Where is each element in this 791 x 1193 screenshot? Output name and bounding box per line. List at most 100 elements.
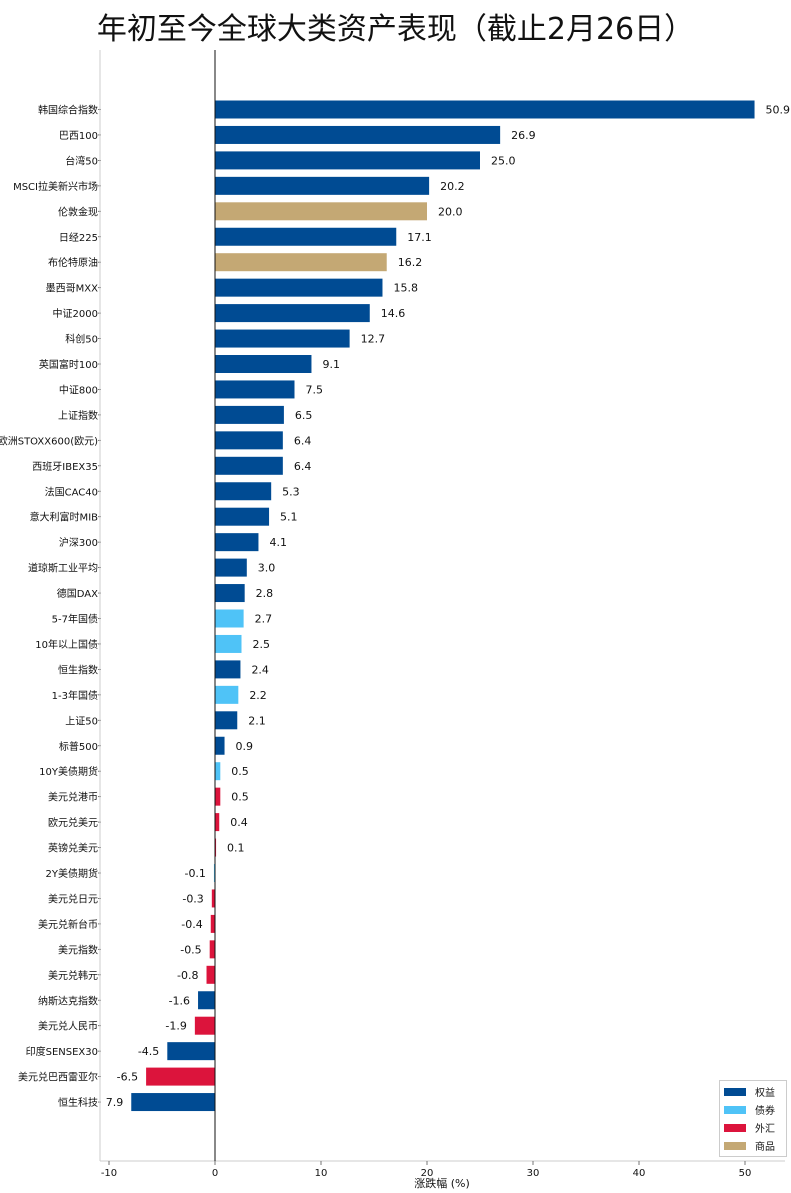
value-label: -1.6 xyxy=(169,994,190,1007)
value-label: 0.5 xyxy=(231,765,249,778)
bar xyxy=(215,329,350,348)
bar xyxy=(131,1093,215,1112)
legend-swatch xyxy=(724,1105,746,1114)
bar xyxy=(215,584,245,603)
value-label: 14.6 xyxy=(381,307,406,320)
value-label: -0.1 xyxy=(184,867,205,880)
bar xyxy=(215,660,241,679)
legend: 权益 债券 外汇 商品 xyxy=(719,1080,787,1157)
legend-swatch xyxy=(724,1087,746,1096)
value-label: -0.4 xyxy=(181,918,202,931)
category-label: 美元兑新台币 xyxy=(38,918,98,931)
bar xyxy=(215,278,383,297)
bar xyxy=(215,431,283,450)
bar xyxy=(215,100,755,119)
legend-swatch xyxy=(724,1123,746,1132)
legend-item: 债券 xyxy=(724,1102,786,1117)
x-tick-label: 40 xyxy=(633,1168,646,1179)
bar xyxy=(211,889,215,908)
category-label: 韩国综合指数 xyxy=(38,104,98,117)
category-label: 欧元兑美元 xyxy=(48,816,98,829)
bar xyxy=(215,813,220,832)
value-label: -4.5 xyxy=(138,1045,159,1058)
value-label: 7.9 xyxy=(106,1096,124,1109)
bar xyxy=(215,355,312,373)
x-tick-label: -10 xyxy=(101,1168,117,1179)
x-tick-label: 10 xyxy=(315,1168,328,1179)
legend-label: 权益 xyxy=(755,1088,775,1099)
legend-swatch xyxy=(724,1141,746,1150)
bar xyxy=(215,176,430,195)
category-label: 5-7年国债 xyxy=(52,613,98,626)
bar xyxy=(215,482,272,501)
bar xyxy=(215,838,217,857)
category-label: 恒生科技 xyxy=(58,1096,98,1109)
category-label: 意大利富时MIB xyxy=(30,511,99,524)
bar xyxy=(215,304,370,323)
bar xyxy=(167,1042,215,1061)
category-label: 道琼斯工业平均 xyxy=(28,562,98,575)
value-label: 20.2 xyxy=(440,180,465,193)
bar xyxy=(198,991,215,1010)
category-label: 2Y美债期货 xyxy=(46,867,98,880)
category-label: MSCI拉美新兴市场 xyxy=(13,180,98,193)
x-axis-title: 涨跌幅 (%) xyxy=(414,1176,470,1190)
value-label: 25.0 xyxy=(491,154,516,167)
category-label: 德国DAX xyxy=(57,587,98,600)
category-label: 科创50 xyxy=(65,333,98,346)
category-label: 标普500 xyxy=(59,740,98,753)
category-label: 印度SENSEX30 xyxy=(26,1045,98,1058)
legend-item: 商品 xyxy=(724,1138,786,1153)
category-label: 英镑兑美元 xyxy=(48,842,98,855)
bar xyxy=(215,202,427,221)
legend-label: 商品 xyxy=(755,1142,775,1153)
value-label: -0.5 xyxy=(180,943,201,956)
value-label: 6.5 xyxy=(295,409,313,422)
value-label: 0.4 xyxy=(230,816,248,829)
bar xyxy=(210,914,215,933)
value-label: 4.1 xyxy=(269,536,287,549)
value-label: 0.5 xyxy=(231,791,249,804)
value-label: 2.4 xyxy=(251,663,269,676)
value-label: 2.5 xyxy=(253,638,271,651)
legend-item: 权益 xyxy=(724,1084,786,1099)
category-label: 英国富时100 xyxy=(39,358,98,371)
category-label: 墨西哥MXX xyxy=(46,283,98,295)
legend-label: 债券 xyxy=(755,1106,775,1117)
category-label: 1-3年国债 xyxy=(52,689,98,702)
bar xyxy=(215,787,221,806)
bar xyxy=(215,253,387,272)
bar xyxy=(209,940,215,959)
category-label: 伦敦金现 xyxy=(58,205,98,218)
value-label: 20.0 xyxy=(438,205,463,218)
value-label: 2.8 xyxy=(256,587,274,600)
bar xyxy=(215,125,501,144)
chart-title: 年初至今全球大类资产表现（截止2月26日） xyxy=(96,12,695,47)
bar xyxy=(215,609,244,628)
category-label: 中证2000 xyxy=(53,307,98,320)
value-label: 15.8 xyxy=(393,282,418,295)
category-label: 10Y美债期货 xyxy=(39,765,98,778)
category-label: 美元兑港币 xyxy=(48,791,98,804)
category-label: 中证800 xyxy=(59,383,98,396)
legend-label: 外汇 xyxy=(755,1124,775,1135)
x-tick-label: 50 xyxy=(739,1168,752,1179)
value-label: 7.5 xyxy=(306,383,324,396)
category-label: 美元兑人民币 xyxy=(38,1020,98,1033)
value-label: 3.0 xyxy=(258,562,276,575)
bar xyxy=(215,405,284,424)
bar xyxy=(215,711,238,730)
value-label: 50.9 xyxy=(766,104,791,117)
value-label: 26.9 xyxy=(511,129,536,142)
value-label: 6.4 xyxy=(294,434,312,447)
bar xyxy=(194,1016,215,1035)
category-label: 上证50 xyxy=(65,715,98,727)
category-label: 日经225 xyxy=(59,231,98,244)
category-label: 欧洲STOXX600(欧元) xyxy=(0,435,98,447)
value-label: 5.3 xyxy=(282,485,300,498)
bar xyxy=(215,456,283,475)
category-label: 巴西100 xyxy=(59,130,98,142)
value-label: -0.8 xyxy=(177,969,198,982)
value-label: -0.3 xyxy=(182,892,203,905)
